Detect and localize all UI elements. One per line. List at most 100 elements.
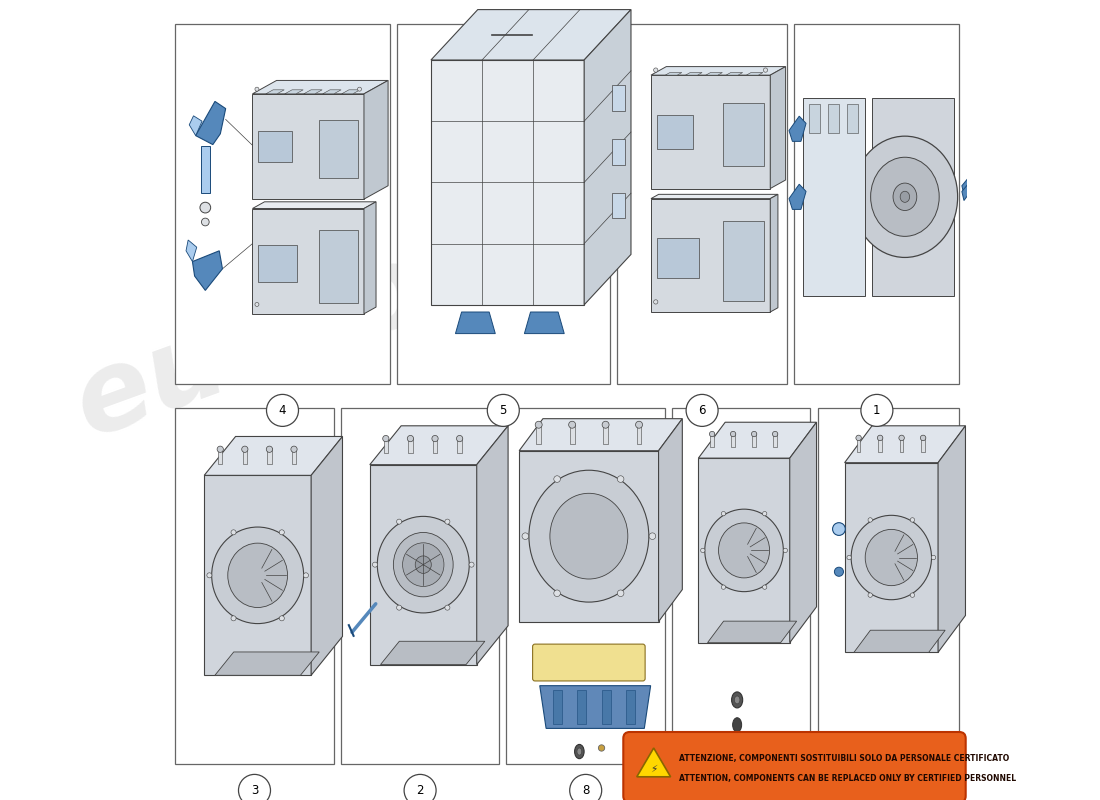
- Bar: [433, 438, 437, 453]
- Ellipse shape: [893, 183, 916, 210]
- Ellipse shape: [394, 533, 453, 597]
- Bar: [808, 104, 821, 134]
- Bar: [773, 434, 777, 447]
- Polygon shape: [322, 90, 341, 94]
- Polygon shape: [659, 418, 682, 622]
- Circle shape: [686, 394, 718, 426]
- Circle shape: [407, 435, 414, 442]
- Circle shape: [444, 605, 450, 610]
- Bar: [570, 425, 574, 444]
- Polygon shape: [253, 94, 364, 199]
- Polygon shape: [525, 312, 564, 334]
- Circle shape: [722, 585, 726, 590]
- Ellipse shape: [705, 509, 783, 592]
- Polygon shape: [192, 250, 222, 290]
- Circle shape: [255, 87, 258, 91]
- Ellipse shape: [870, 158, 939, 236]
- Polygon shape: [342, 90, 360, 94]
- Circle shape: [553, 476, 560, 482]
- Circle shape: [239, 774, 271, 800]
- Bar: [258, 130, 292, 162]
- Circle shape: [833, 522, 845, 535]
- Polygon shape: [726, 73, 742, 75]
- Polygon shape: [189, 116, 202, 135]
- Circle shape: [553, 590, 560, 597]
- Text: 7: 7: [737, 784, 745, 797]
- Circle shape: [710, 431, 715, 437]
- Ellipse shape: [228, 543, 287, 607]
- Circle shape: [255, 302, 258, 306]
- Text: 2: 2: [416, 784, 424, 797]
- Bar: [218, 449, 222, 464]
- Polygon shape: [789, 184, 806, 210]
- Ellipse shape: [900, 191, 910, 202]
- Bar: [921, 437, 925, 452]
- Text: 6: 6: [884, 784, 892, 797]
- Polygon shape: [651, 66, 785, 75]
- Polygon shape: [789, 116, 806, 142]
- FancyBboxPatch shape: [532, 644, 645, 681]
- Bar: [828, 104, 839, 134]
- Bar: [613, 194, 625, 218]
- Ellipse shape: [403, 543, 444, 586]
- Polygon shape: [370, 426, 508, 465]
- Circle shape: [200, 202, 211, 213]
- Polygon shape: [790, 422, 816, 642]
- Polygon shape: [845, 426, 966, 462]
- Circle shape: [602, 422, 609, 428]
- Text: 6: 6: [698, 404, 706, 417]
- Bar: [458, 438, 462, 453]
- Bar: [537, 425, 541, 444]
- Circle shape: [856, 435, 861, 441]
- Polygon shape: [364, 202, 376, 314]
- Polygon shape: [706, 73, 723, 75]
- Bar: [657, 115, 693, 149]
- Circle shape: [201, 218, 209, 226]
- Circle shape: [899, 435, 904, 441]
- Ellipse shape: [852, 136, 958, 258]
- Polygon shape: [770, 194, 778, 312]
- Bar: [175, 408, 333, 764]
- Polygon shape: [698, 422, 816, 458]
- Polygon shape: [845, 462, 938, 652]
- Bar: [752, 434, 756, 447]
- Text: a passion... since 1985: a passion... since 1985: [332, 508, 674, 644]
- Polygon shape: [938, 426, 966, 652]
- FancyBboxPatch shape: [624, 732, 966, 800]
- Text: 4: 4: [278, 404, 286, 417]
- Bar: [397, 24, 609, 384]
- Bar: [732, 434, 735, 447]
- Polygon shape: [637, 748, 671, 777]
- Circle shape: [861, 394, 893, 426]
- Circle shape: [762, 511, 767, 516]
- Circle shape: [730, 431, 736, 437]
- Text: 8: 8: [582, 784, 590, 797]
- Bar: [857, 437, 860, 452]
- Circle shape: [872, 774, 904, 800]
- Polygon shape: [698, 458, 790, 642]
- Polygon shape: [770, 66, 785, 189]
- Bar: [711, 434, 714, 447]
- Bar: [657, 238, 698, 278]
- Bar: [408, 438, 412, 453]
- Ellipse shape: [578, 748, 582, 755]
- Circle shape: [847, 555, 851, 560]
- Bar: [613, 86, 625, 110]
- Polygon shape: [253, 209, 364, 314]
- Polygon shape: [196, 102, 225, 145]
- Circle shape: [878, 435, 883, 441]
- Text: 3: 3: [251, 784, 258, 797]
- Polygon shape: [364, 81, 388, 199]
- Ellipse shape: [866, 530, 917, 586]
- Bar: [723, 222, 764, 301]
- Ellipse shape: [211, 527, 304, 623]
- Circle shape: [772, 431, 778, 437]
- Circle shape: [722, 511, 726, 516]
- Text: 5: 5: [499, 404, 507, 417]
- Bar: [613, 139, 625, 165]
- Circle shape: [570, 774, 602, 800]
- Bar: [794, 24, 959, 384]
- Ellipse shape: [377, 516, 470, 613]
- Bar: [578, 690, 586, 724]
- Circle shape: [868, 518, 872, 522]
